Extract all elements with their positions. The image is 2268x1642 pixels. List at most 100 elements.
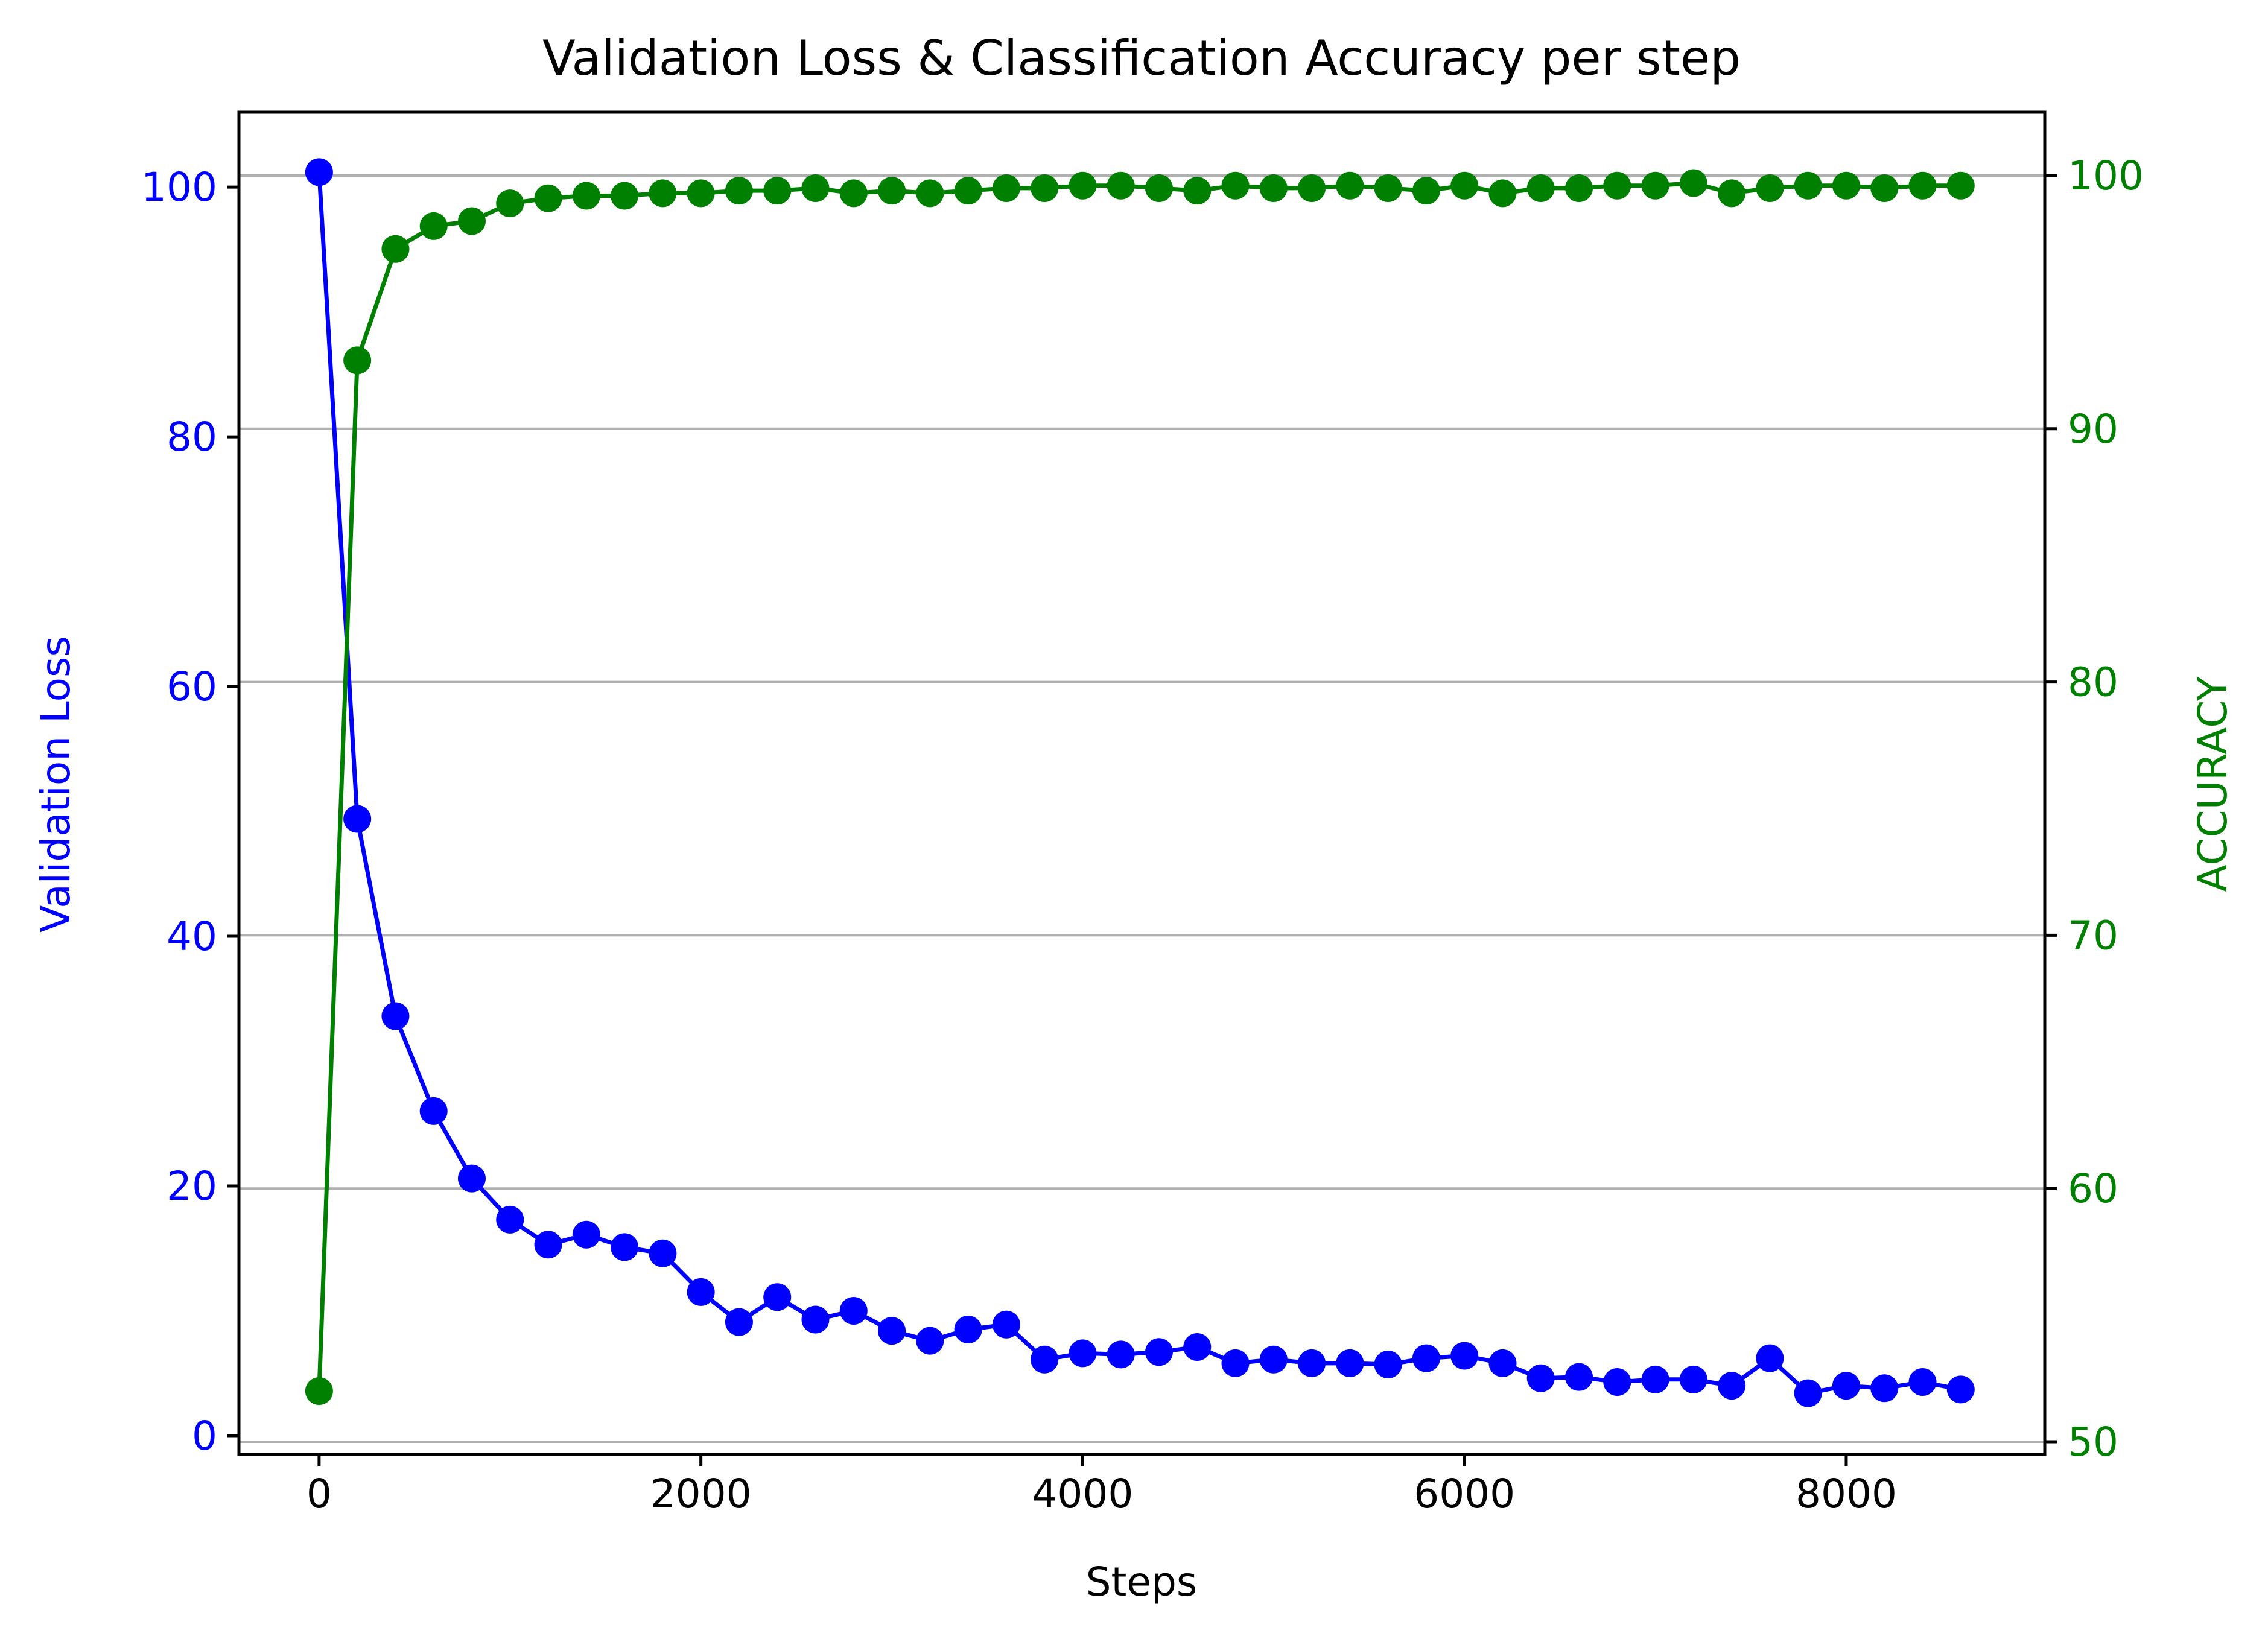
data-point bbox=[878, 177, 906, 205]
y-left-tick-label: 0 bbox=[192, 1413, 217, 1459]
data-point bbox=[305, 1377, 333, 1406]
data-point bbox=[954, 1316, 982, 1344]
data-point bbox=[534, 184, 562, 212]
x-axis-label: Steps bbox=[1086, 1559, 1198, 1605]
data-point bbox=[1221, 1349, 1250, 1377]
data-point bbox=[1908, 171, 1937, 200]
data-point bbox=[611, 1233, 639, 1261]
data-point bbox=[1221, 171, 1250, 200]
data-point bbox=[1603, 1368, 1631, 1396]
data-point bbox=[649, 1239, 677, 1267]
data-point bbox=[1412, 1344, 1440, 1372]
y-right-tick-label: 80 bbox=[2068, 659, 2118, 706]
data-point bbox=[1832, 171, 1860, 200]
data-point bbox=[992, 1310, 1020, 1339]
data-point bbox=[916, 179, 944, 208]
data-point bbox=[1412, 177, 1440, 205]
data-point bbox=[457, 1164, 486, 1193]
data-point bbox=[916, 1327, 944, 1355]
data-point bbox=[343, 346, 372, 375]
y-right-tick-label: 50 bbox=[2068, 1419, 2118, 1465]
data-point bbox=[572, 1220, 600, 1249]
data-point bbox=[1565, 174, 1593, 202]
data-point bbox=[801, 1305, 830, 1334]
data-point bbox=[687, 1278, 715, 1306]
data-point bbox=[1374, 174, 1402, 202]
data-point bbox=[954, 177, 982, 205]
data-point bbox=[534, 1231, 562, 1259]
x-tick-label: 6000 bbox=[1414, 1471, 1515, 1517]
data-point bbox=[1946, 171, 1975, 200]
data-point bbox=[611, 182, 639, 210]
x-tick-label: 0 bbox=[307, 1471, 332, 1517]
data-point bbox=[1298, 1349, 1326, 1377]
data-point bbox=[1069, 1339, 1097, 1368]
data-point bbox=[649, 179, 677, 208]
data-point bbox=[763, 1283, 792, 1311]
data-point bbox=[1756, 1344, 1784, 1372]
plot-frame bbox=[237, 110, 2047, 1456]
y-axis-right-label: ACCURACY bbox=[2190, 676, 2236, 892]
data-point bbox=[839, 179, 868, 208]
data-point bbox=[1526, 174, 1555, 202]
y-right-tick-label: 70 bbox=[2068, 912, 2118, 959]
data-point bbox=[419, 1097, 448, 1125]
grid-lines bbox=[239, 174, 2045, 1444]
data-point bbox=[572, 182, 600, 210]
data-point bbox=[1183, 1333, 1212, 1361]
data-point bbox=[763, 177, 792, 205]
data-point bbox=[496, 1205, 524, 1234]
x-tick-label: 4000 bbox=[1032, 1471, 1133, 1517]
y-axis-left-label: Validation Loss bbox=[33, 636, 79, 933]
data-point bbox=[1832, 1372, 1860, 1400]
data-point bbox=[725, 1308, 753, 1336]
data-point bbox=[1374, 1350, 1402, 1378]
data-point bbox=[1870, 1374, 1899, 1403]
data-point bbox=[1679, 169, 1707, 197]
data-point bbox=[496, 189, 524, 218]
x-tick-label: 2000 bbox=[650, 1471, 752, 1517]
data-point bbox=[1488, 179, 1517, 208]
data-point bbox=[687, 179, 715, 208]
data-point bbox=[343, 805, 372, 833]
data-point bbox=[1031, 1345, 1059, 1374]
data-point bbox=[1565, 1363, 1593, 1391]
data-point bbox=[1450, 171, 1479, 200]
y-left-tick-label: 80 bbox=[167, 414, 217, 460]
data-point bbox=[457, 207, 486, 235]
y-left-tick-label: 20 bbox=[167, 1163, 217, 1209]
data-point bbox=[992, 174, 1020, 202]
data-point bbox=[1336, 1349, 1364, 1377]
data-point bbox=[1794, 1379, 1822, 1407]
data-point bbox=[1183, 177, 1212, 205]
data-point bbox=[839, 1296, 868, 1325]
data-point bbox=[1718, 179, 1746, 208]
data-point bbox=[878, 1317, 906, 1345]
data-point bbox=[1107, 171, 1135, 200]
y-left-tick-label: 40 bbox=[167, 913, 217, 960]
x-tick-label: 8000 bbox=[1796, 1471, 1897, 1517]
data-point bbox=[1718, 1372, 1746, 1400]
data-point bbox=[1946, 1375, 1975, 1404]
series-layer bbox=[305, 158, 1975, 1407]
y-left-tick-label: 60 bbox=[167, 664, 217, 710]
y-left-tick-label: 100 bbox=[141, 164, 217, 211]
data-point bbox=[1069, 171, 1097, 200]
data-point bbox=[1870, 174, 1899, 202]
data-point bbox=[801, 174, 830, 202]
data-point bbox=[1145, 174, 1173, 202]
data-point bbox=[1641, 171, 1669, 200]
data-point bbox=[381, 1002, 410, 1030]
data-point bbox=[1679, 1365, 1707, 1393]
data-point bbox=[381, 235, 410, 263]
y-right-tick-label: 60 bbox=[2068, 1165, 2118, 1212]
data-point bbox=[305, 158, 333, 186]
data-point bbox=[725, 177, 753, 205]
data-point bbox=[1641, 1365, 1669, 1393]
data-point bbox=[1908, 1368, 1937, 1396]
data-point bbox=[1336, 171, 1364, 200]
data-point bbox=[1756, 174, 1784, 202]
y-right-tick-label: 100 bbox=[2068, 153, 2144, 199]
